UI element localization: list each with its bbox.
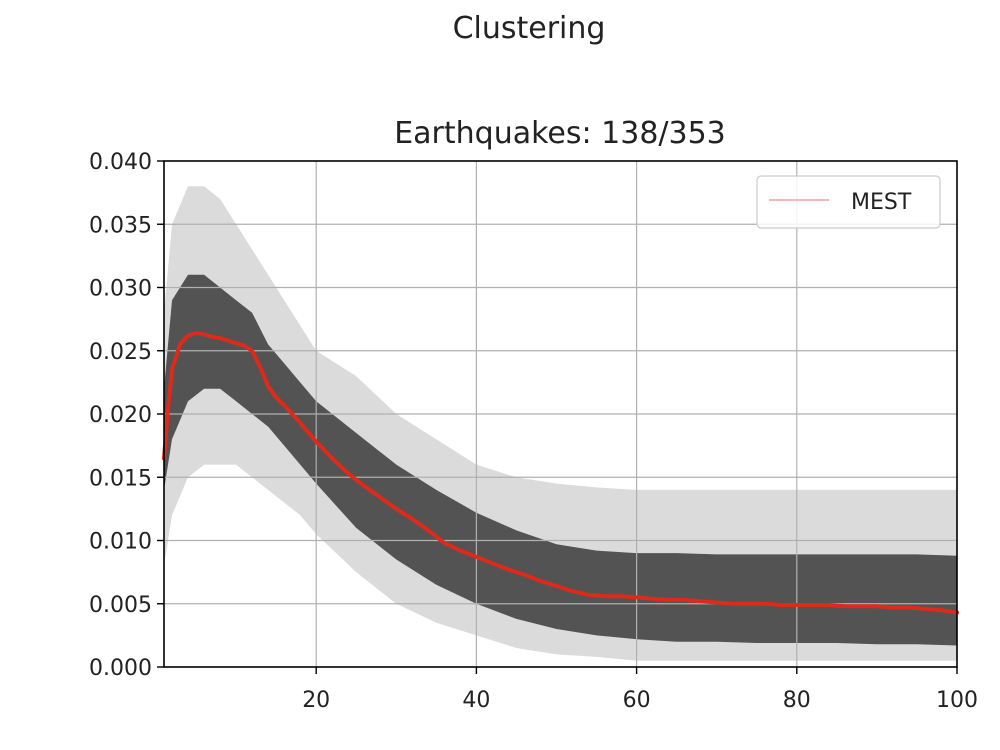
- y-tick-label: 0.035: [89, 213, 152, 238]
- legend: MEST: [756, 175, 941, 229]
- y-tick-label: 0.015: [89, 466, 152, 491]
- series-line-mest: [162, 331, 959, 615]
- legend-label-mest: MEST: [851, 190, 912, 215]
- y-tick-label: 0.025: [89, 340, 152, 365]
- axes-title: Earthquakes: 138/353: [394, 116, 726, 151]
- y-tick-label: 0.020: [89, 403, 152, 428]
- series-layer: [162, 331, 959, 615]
- ensemble-band-inner: [164, 274, 957, 646]
- x-tick-label: 20: [302, 688, 330, 713]
- y-tick-label: 0.010: [89, 530, 152, 555]
- plot-area: [162, 160, 959, 668]
- ensemble-band: [164, 186, 957, 661]
- y-tick-label: 0.000: [89, 656, 152, 681]
- ensemble-band-outer: [164, 186, 957, 661]
- x-axis: 20 40 60 80 100: [302, 667, 978, 713]
- x-tick-label: 60: [623, 688, 651, 713]
- y-tick-label: 0.040: [89, 150, 152, 175]
- figure-suptitle: Clustering: [453, 11, 606, 46]
- y-tick-label: 0.030: [89, 277, 152, 302]
- x-tick-label: 100: [936, 688, 978, 713]
- legend-box: [756, 175, 941, 229]
- x-tick-label: 40: [462, 688, 490, 713]
- y-axis: 0.000 0.005 0.010 0.015 0.020 0.025 0.030 0.035…: [89, 150, 164, 681]
- x-tick-label: 80: [783, 688, 811, 713]
- y-tick-label: 0.005: [89, 593, 152, 618]
